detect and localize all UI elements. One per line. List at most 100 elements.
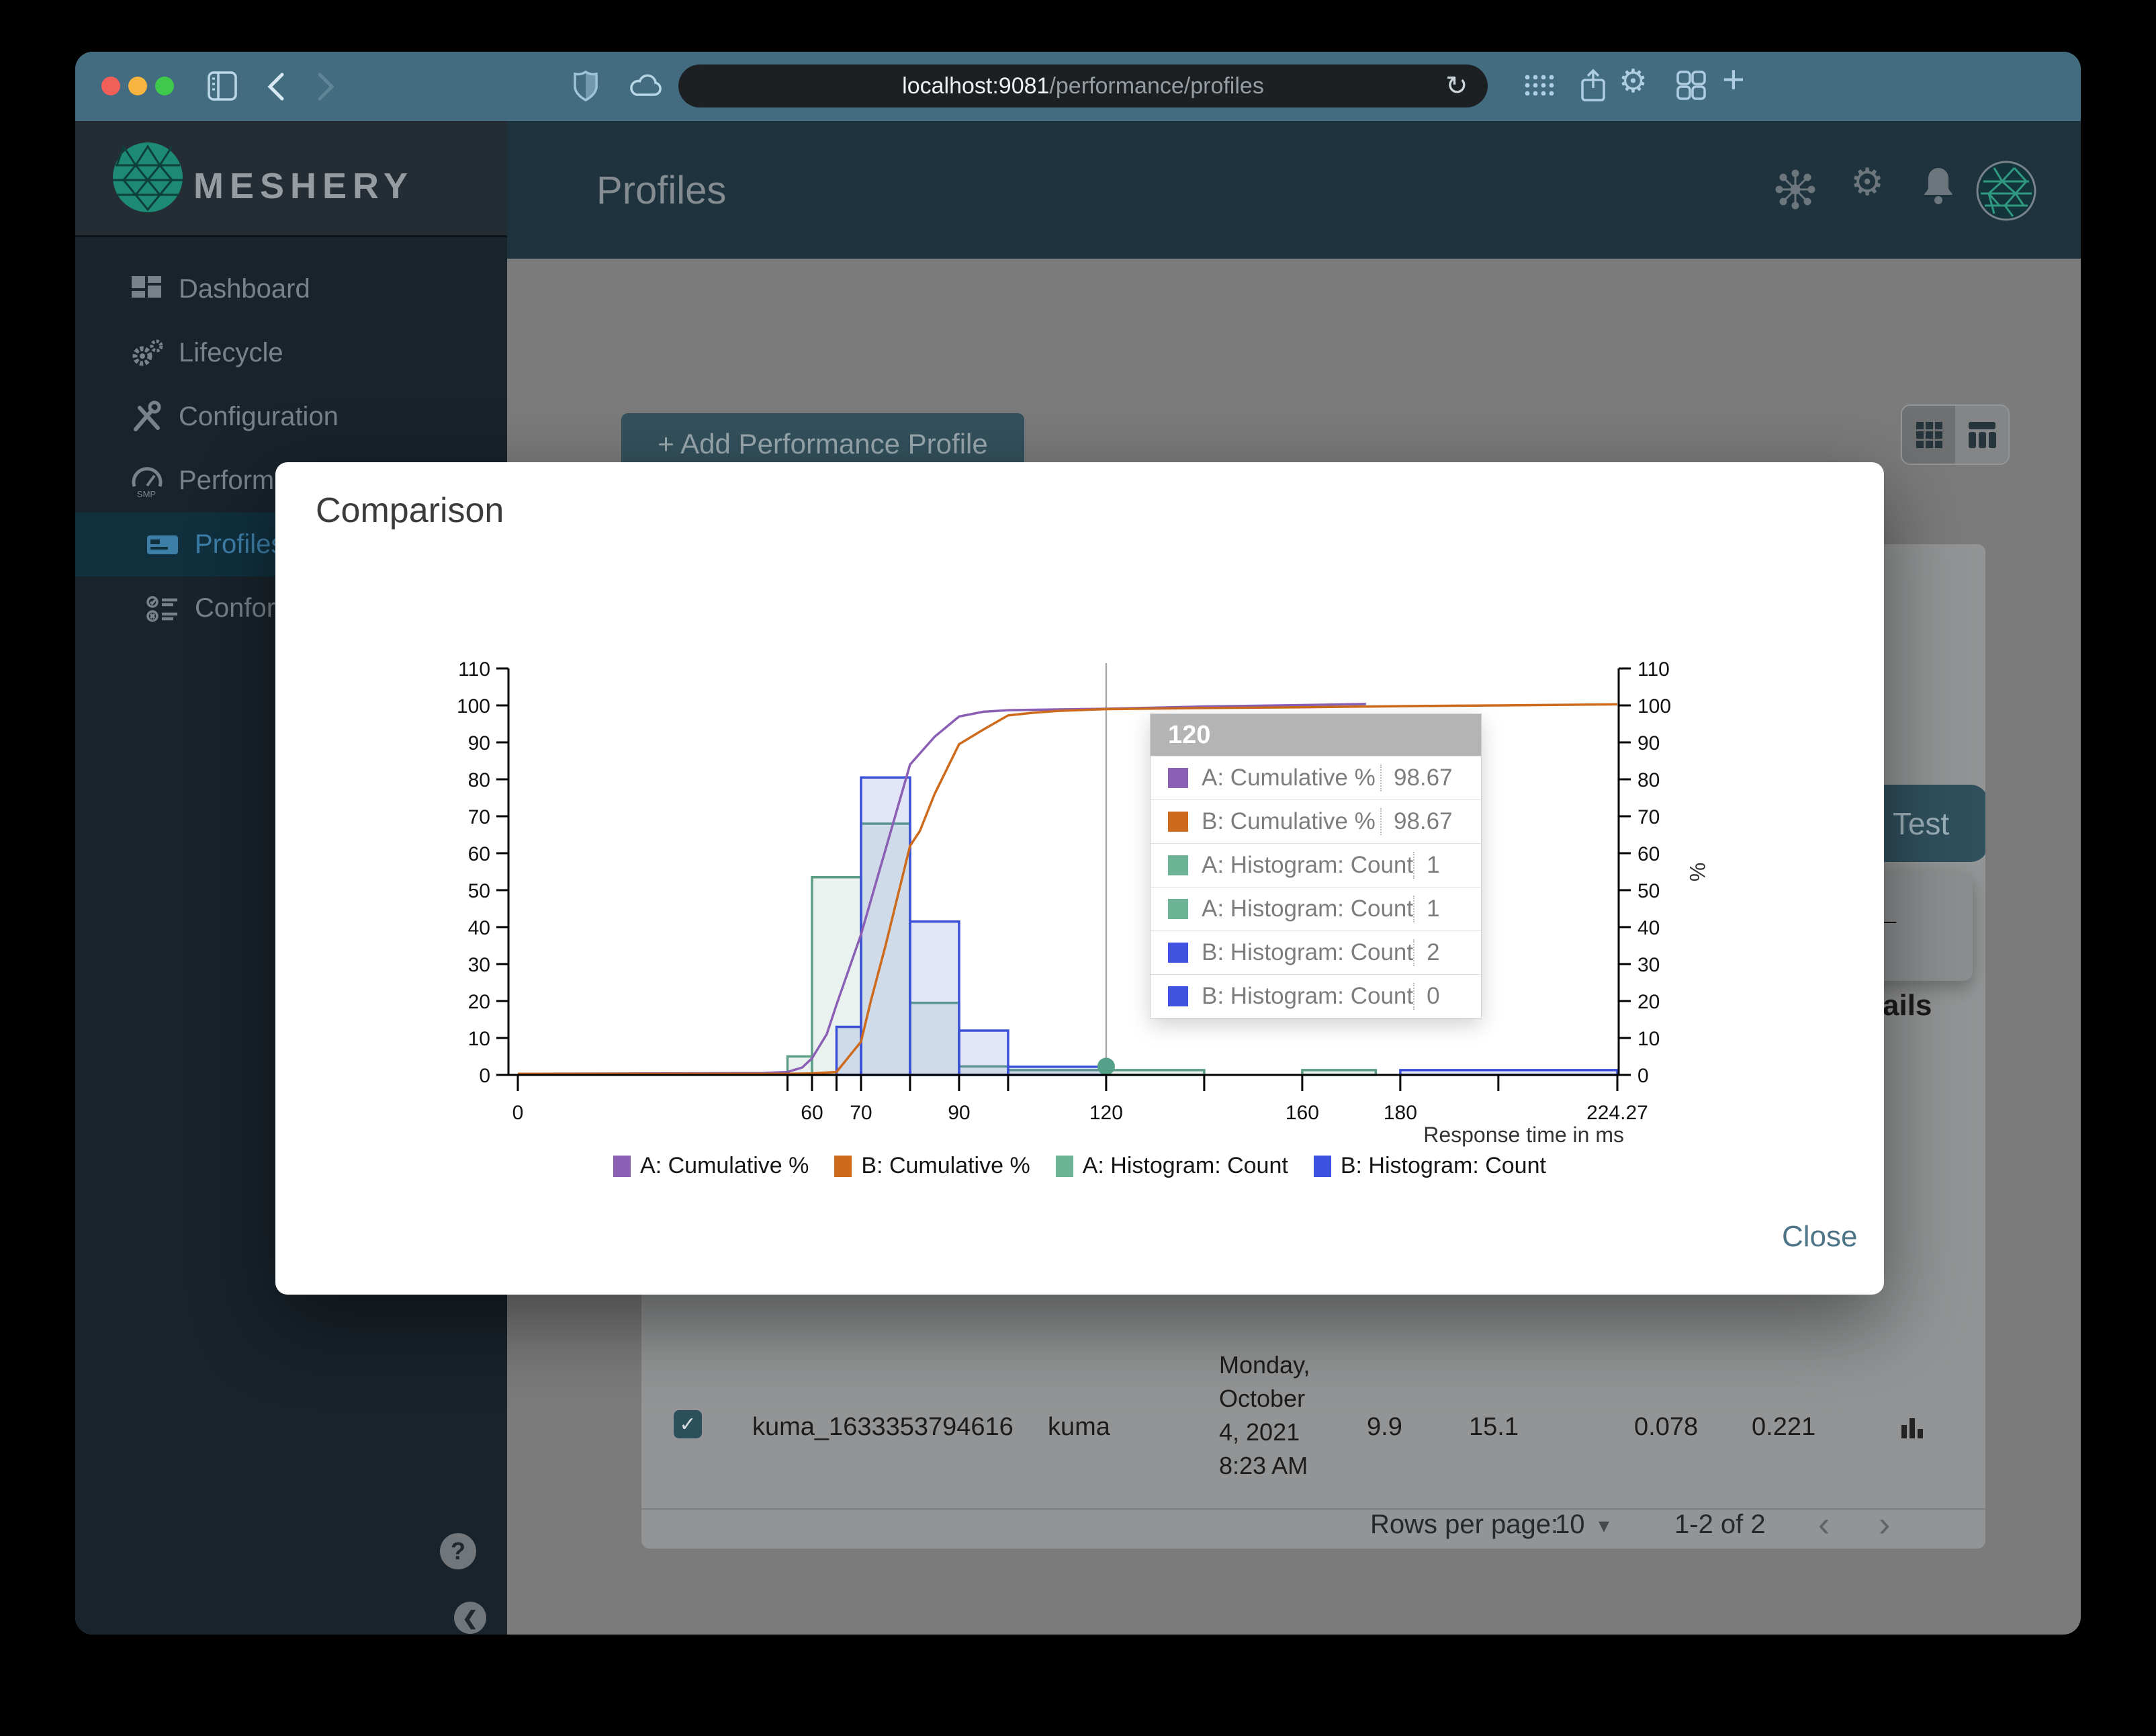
tooltip-series-value: 98.67 xyxy=(1380,765,1481,791)
tooltip-row: B: Histogram: Count 2 xyxy=(1151,930,1481,974)
cloud-icon[interactable] xyxy=(627,72,662,99)
series-swatch xyxy=(1168,899,1188,919)
brand-area[interactable]: MESHERY xyxy=(75,121,507,237)
tooltip-series-label: B: Cumulative % xyxy=(1202,808,1376,834)
cell-mesh-name: kuma xyxy=(1048,1413,1110,1441)
help-button[interactable]: ? xyxy=(440,1533,476,1569)
tab-overview-icon[interactable] xyxy=(1521,67,1558,104)
legend-item[interactable]: B: Cumulative % xyxy=(834,1153,1030,1179)
series-swatch xyxy=(1168,768,1188,788)
tooltip-row: A: Cumulative % 98.67 xyxy=(1151,756,1481,799)
svg-text:90: 90 xyxy=(1637,732,1660,754)
performance-icon: SMP xyxy=(132,466,163,498)
close-button[interactable]: Close xyxy=(1782,1220,1858,1253)
sidebar-item-lifecycle[interactable]: Lifecycle xyxy=(75,321,507,385)
grid-view-button[interactable] xyxy=(1902,406,1955,464)
cell-profile-name: kuma_1633353794616 xyxy=(752,1413,1014,1441)
url-host: localhost:9081 xyxy=(902,73,1050,99)
zoom-window-button[interactable] xyxy=(155,77,174,95)
notifications-bell-icon[interactable] xyxy=(1920,165,1957,206)
svg-text:30: 30 xyxy=(1637,954,1660,976)
row-chart-icon[interactable] xyxy=(1899,1414,1926,1441)
tooltip-row: A: Histogram: Count 1 xyxy=(1151,887,1481,930)
rows-per-page-value[interactable]: 10 xyxy=(1555,1510,1585,1539)
forward-icon[interactable] xyxy=(314,72,337,101)
tooltip-series-label: A: Cumulative % xyxy=(1202,765,1376,791)
share-icon[interactable] xyxy=(1574,67,1612,104)
tooltip-series-value: 1 xyxy=(1413,852,1481,879)
page-title: Profiles xyxy=(596,169,727,212)
tooltip-series-value: 98.67 xyxy=(1380,808,1481,835)
browser-window: localhost:9081/performance/profiles ↻ ⚙ … xyxy=(75,52,2081,1635)
svg-text:50: 50 xyxy=(468,880,490,902)
browser-titlebar: localhost:9081/performance/profiles ↻ ⚙ … xyxy=(75,52,2081,121)
svg-text:80: 80 xyxy=(468,769,490,791)
rows-per-page-caret-icon[interactable]: ▾ xyxy=(1599,1513,1610,1537)
user-avatar[interactable] xyxy=(1975,160,2037,222)
tooltip-row: A: Histogram: Count 1 xyxy=(1151,843,1481,887)
collapse-sidebar-button[interactable]: ❮ xyxy=(454,1602,486,1634)
svg-text:%: % xyxy=(1685,863,1709,881)
grid-view-icon xyxy=(1916,422,1942,448)
sidebar-item-configuration[interactable]: Configuration xyxy=(75,385,507,449)
tooltip-series-label: B: Histogram: Count xyxy=(1202,939,1414,965)
sidebar-item-dashboard[interactable]: Dashboard xyxy=(75,257,507,321)
svg-text:224.27: 224.27 xyxy=(1586,1102,1648,1124)
svg-text:100: 100 xyxy=(1637,695,1671,718)
details-heading-fragment: ails xyxy=(1883,989,1932,1022)
new-tab-icon[interactable]: + xyxy=(1722,58,1745,101)
privacy-shield-icon[interactable] xyxy=(572,69,599,103)
svg-text:70: 70 xyxy=(850,1102,872,1124)
url-bar[interactable]: localhost:9081/performance/profiles xyxy=(678,64,1488,107)
svg-text:0: 0 xyxy=(1637,1065,1649,1087)
cell-p99: 0.221 xyxy=(1752,1413,1816,1441)
legend-item[interactable]: A: Histogram: Count xyxy=(1055,1153,1288,1179)
back-icon[interactable] xyxy=(265,72,287,101)
legend-label: B: Histogram: Count xyxy=(1340,1153,1546,1178)
pagination-range: 1-2 of 2 xyxy=(1674,1510,1766,1539)
comparison-modal: Comparison 0 0 10 10 20 20 30 30 40 40 50 50 60 60 70 7… xyxy=(275,462,1884,1295)
svg-text:160: 160 xyxy=(1286,1102,1319,1124)
prev-page-icon[interactable]: ‹ xyxy=(1818,1505,1830,1544)
close-window-button[interactable] xyxy=(101,77,120,95)
svg-text:90: 90 xyxy=(468,732,490,754)
table-view-button[interactable] xyxy=(1955,406,2008,464)
dashboard-icon xyxy=(132,275,161,298)
row-checkbox[interactable]: ✓ xyxy=(674,1410,702,1438)
legend-item[interactable]: A: Cumulative % xyxy=(613,1153,809,1179)
legend-item[interactable]: B: Histogram: Count xyxy=(1313,1153,1546,1179)
svg-text:Response time in ms: Response time in ms xyxy=(1423,1123,1624,1147)
minimize-window-button[interactable] xyxy=(128,77,147,95)
table-view-icon xyxy=(1968,422,1996,448)
settings-gear-icon[interactable]: ⚙ xyxy=(1619,64,1648,99)
svg-text:60: 60 xyxy=(801,1102,823,1124)
sidebar-item-label: Lifecycle xyxy=(179,338,283,367)
conformance-icon xyxy=(146,595,177,622)
modal-title: Comparison xyxy=(316,491,504,530)
tooltip-series-label: A: Histogram: Count xyxy=(1202,896,1414,922)
tooltip-header: 120 xyxy=(1151,714,1481,756)
meshery-logo-icon xyxy=(113,142,183,212)
legend-swatch xyxy=(1055,1155,1073,1177)
table-row[interactable]: ✓ kuma_1633353794616 kuma Monday, Octobe… xyxy=(641,1348,1985,1508)
reload-icon[interactable]: ↻ xyxy=(1445,71,1468,101)
settings-icon[interactable]: ⚙ xyxy=(1850,161,1885,203)
legend-label: B: Cumulative % xyxy=(861,1153,1030,1178)
svg-text:40: 40 xyxy=(1637,917,1660,939)
legend-swatch xyxy=(1313,1155,1331,1177)
view-toggle xyxy=(1901,404,2010,465)
service-mesh-icon[interactable] xyxy=(1775,169,1815,210)
series-swatch xyxy=(1168,986,1188,1006)
tooltip-series-value: 0 xyxy=(1413,983,1481,1010)
tab-groups-icon[interactable] xyxy=(1672,67,1710,104)
svg-text:20: 20 xyxy=(468,991,490,1013)
sidebar-item-label: Dashboard xyxy=(179,274,310,304)
svg-text:10: 10 xyxy=(1637,1028,1660,1050)
sidebar-toggle-icon[interactable] xyxy=(207,71,238,101)
next-page-icon[interactable]: › xyxy=(1879,1505,1891,1544)
series-swatch xyxy=(1168,943,1188,963)
series-swatch xyxy=(1168,855,1188,875)
cell-last-run-date: Monday, October 4, 2021 8:23 AM xyxy=(1219,1351,1310,1479)
